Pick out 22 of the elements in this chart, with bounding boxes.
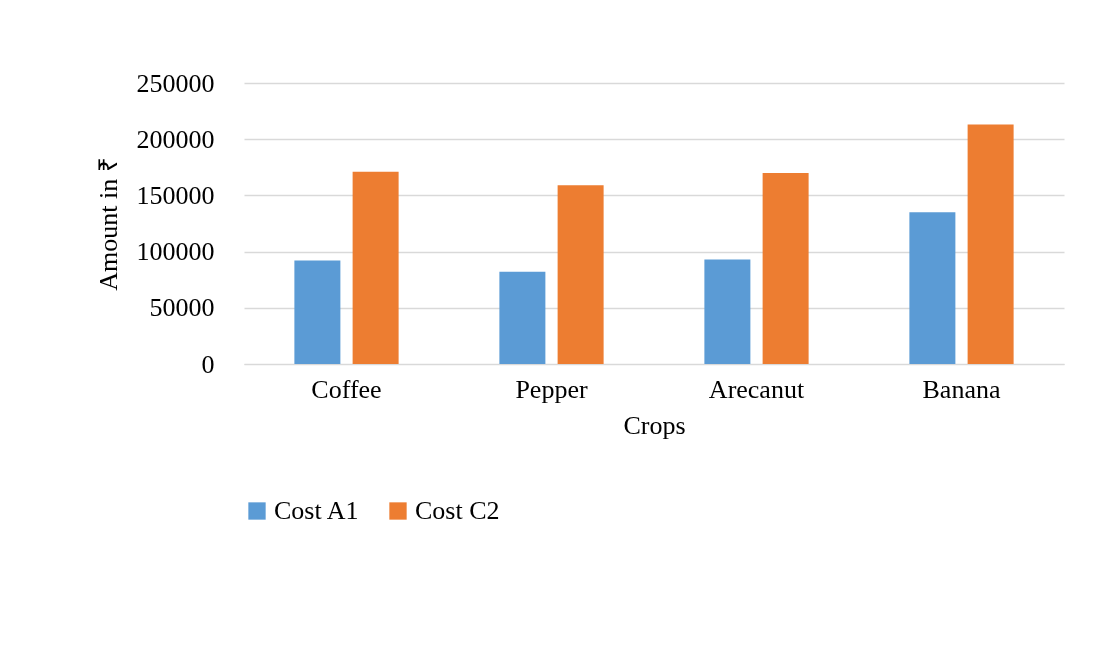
y-tick-label: 150000 bbox=[136, 180, 215, 210]
bar bbox=[294, 260, 341, 364]
x-tick-label: Banana bbox=[922, 374, 1001, 404]
y-tick-label: 0 bbox=[201, 349, 215, 379]
bar bbox=[499, 271, 546, 364]
legend-label: Cost A1 bbox=[274, 496, 359, 525]
y-tick-label: 100000 bbox=[136, 237, 215, 267]
x-tick-label: Coffee bbox=[311, 374, 382, 404]
y-axis-title: Amount in ₹ bbox=[93, 157, 123, 291]
bar bbox=[967, 124, 1014, 364]
bar bbox=[909, 212, 956, 364]
legend-label: Cost C2 bbox=[415, 496, 500, 525]
y-tick-label: 200000 bbox=[136, 124, 215, 154]
bar bbox=[557, 185, 604, 364]
bar bbox=[352, 171, 399, 364]
y-tick-label: 250000 bbox=[136, 68, 215, 98]
bar bbox=[762, 172, 809, 364]
x-axis-title: Crops bbox=[623, 410, 686, 440]
y-tick-label: 50000 bbox=[149, 293, 215, 323]
bar bbox=[704, 259, 751, 364]
x-tick-label: Pepper bbox=[515, 374, 588, 404]
x-tick-label: Arecanut bbox=[708, 374, 805, 404]
